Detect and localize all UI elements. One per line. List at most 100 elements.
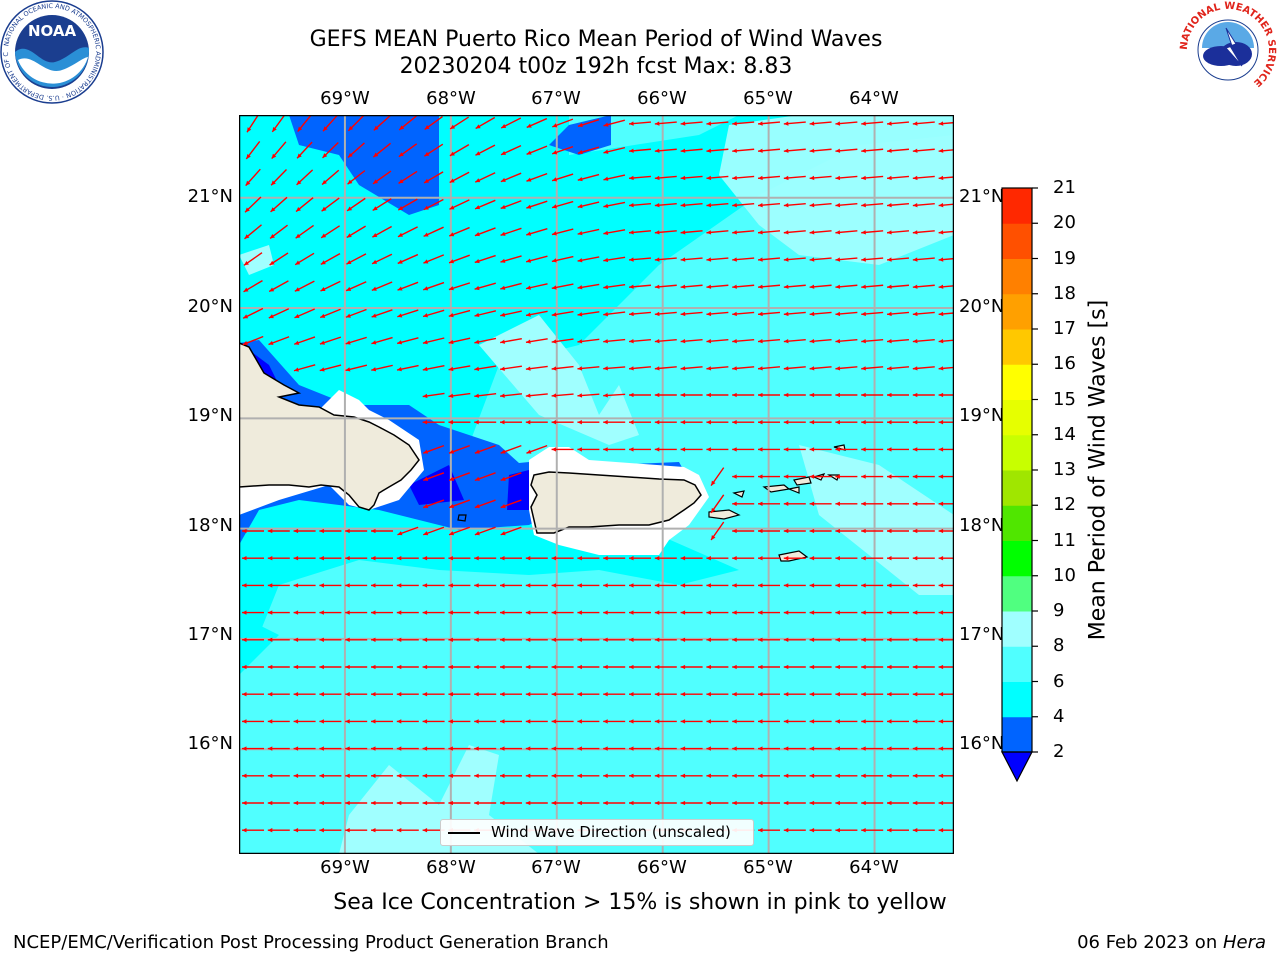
wave-arrow [422,719,445,724]
wave-arrow [938,257,954,262]
wave-arrow [835,719,858,724]
wave-arrow [371,719,393,724]
wave-arrow [319,800,342,806]
wave-arrow [345,556,368,561]
wave-arrow [603,420,626,425]
wave-arrow [835,202,858,208]
wave-arrow [654,311,677,317]
wave-arrow [680,610,703,615]
wave-arrow [500,144,522,156]
wave-arrow [912,664,935,670]
wave-arrow [809,746,832,751]
wave-arrow [345,637,368,642]
wave-arrow [551,664,574,670]
wave-arrow [398,143,418,158]
wave-arrow [680,202,703,208]
lon-label-top-65w: 65°W [743,88,793,109]
wave-arrow [577,118,600,128]
wave-arrow [423,526,445,536]
wave-arrow [680,284,703,289]
wave-arrow [293,364,316,372]
wave-arrow [938,528,954,534]
wave-arrow [732,420,755,425]
wave-arrow [268,336,290,346]
wave-arrow [552,118,574,128]
wave-arrow [293,719,316,724]
wave-arrow [295,197,314,213]
wave-arrow [809,338,832,344]
wave-arrow [267,528,290,534]
wave-arrow [732,746,755,751]
wave-arrow [680,392,703,398]
wave-arrow [345,828,368,833]
wave-arrow [861,501,884,506]
wave-arrow [628,175,652,181]
colorbar-tick-label: 18 [1053,282,1076,304]
wave-arrow [474,337,497,345]
colorbar-tick-label: 16 [1053,353,1076,375]
wave-arrow [525,338,548,344]
wave-arrow [758,637,780,642]
wave-arrow [835,366,858,371]
wave-arrow [396,719,419,724]
wave-arrow [938,664,954,670]
wave-arrow [577,311,600,317]
land-mona [457,514,467,522]
wave-arrow [629,664,651,670]
wave-arrow [500,227,522,236]
lat-label-left-19n: 19°N [187,405,233,426]
wave-arrow [783,773,806,778]
wave-arrow [887,800,909,806]
wave-arrow [500,472,522,482]
wave-arrow [422,309,445,318]
wave-arrow [706,556,729,561]
wave-arrow [886,148,910,153]
wave-arrow [861,148,884,153]
wave-arrow [448,583,471,588]
wave-arrow [243,252,263,266]
wave-arrow [396,364,419,372]
wave-arrow [861,637,884,642]
wave-arrow [474,472,496,482]
wave-arrow [912,175,935,181]
wave-arrow [835,230,858,235]
wave-arrow [861,556,884,561]
wave-arrow [319,610,342,615]
wave-arrow [758,556,780,561]
wave-arrow [861,528,884,534]
wave-arrow [732,773,755,778]
lon-label-top-68w: 68°W [426,88,476,109]
wave-arrow [474,199,496,210]
wave-arrow [680,311,703,317]
legend-label: Wind Wave Direction (unscaled) [491,823,731,841]
wave-arrow [345,692,368,697]
wave-arrow [422,610,445,615]
wave-direction-arrows [242,115,954,833]
wave-arrow [577,664,600,670]
wave-arrow [448,309,471,318]
wave-arrow [345,773,368,778]
colorbar-tick-label: 20 [1053,212,1076,234]
wave-arrow [680,175,703,181]
lat-label-right-18n: 18°N [959,515,1005,536]
wave-arrow [783,746,806,751]
wave-arrow [242,528,264,534]
colorbar-cell [1002,505,1032,541]
wave-arrow [500,583,522,588]
wave-arrow [551,145,574,155]
wave-arrow [448,420,471,425]
wave-arrow [525,746,548,751]
wave-arrow [861,230,884,235]
wave-arrow [551,255,574,263]
wave-arrow [758,800,780,806]
wave-arrow [525,610,548,615]
wave-arrow [396,692,419,697]
wave-arrow [603,637,626,642]
wave-arrow [758,828,780,833]
wave-arrow [500,282,522,290]
wave-arrow [525,719,548,724]
wave-arrow [783,800,806,806]
wave-arrow [706,719,729,724]
wave-arrow [757,338,781,344]
wave-arrow [526,228,548,236]
